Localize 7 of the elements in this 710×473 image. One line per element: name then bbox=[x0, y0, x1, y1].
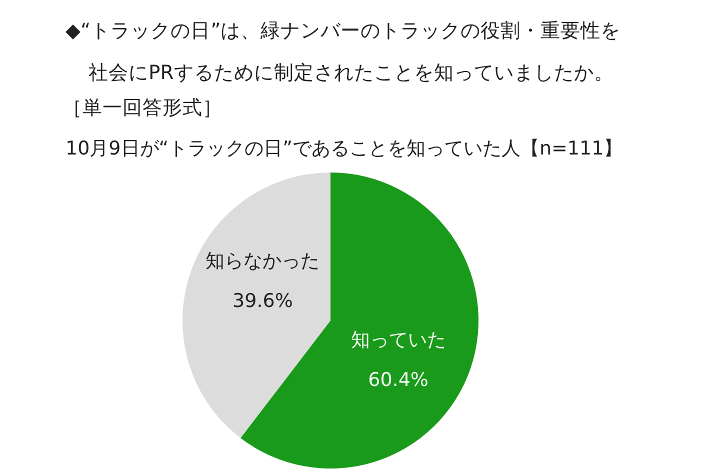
slice-label: 知らなかった bbox=[206, 250, 320, 272]
text: 10月9日が“トラックの日”であることを知っていた人【n=111】 bbox=[66, 138, 623, 160]
slice-label: 知っていた bbox=[350, 328, 446, 351]
data-label: 60.4% bbox=[368, 368, 428, 391]
chart-title: ◆“トラックの日”は、緑ナンバーのトラックの役割・重要性を社会にPRするために制定されたことを知っていましたか。 bbox=[66, 19, 621, 84]
data-label: 39.6% bbox=[232, 290, 293, 312]
chart-subtitle: ［単一回答形式］ bbox=[62, 96, 222, 119]
